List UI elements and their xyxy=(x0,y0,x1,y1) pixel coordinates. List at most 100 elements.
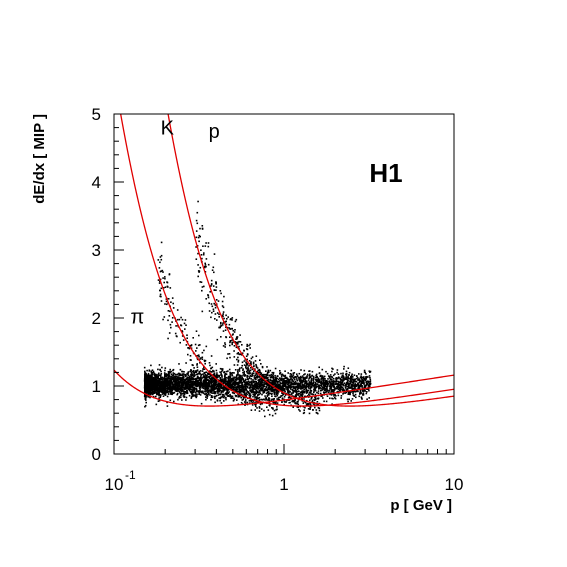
data-point xyxy=(232,392,234,394)
data-point xyxy=(166,303,168,306)
data-point xyxy=(250,378,253,380)
data-point xyxy=(223,371,225,373)
data-point xyxy=(164,369,166,372)
data-point xyxy=(167,298,170,300)
data-point xyxy=(178,380,180,382)
data-point xyxy=(320,378,322,381)
data-point xyxy=(356,383,359,385)
data-point xyxy=(240,380,242,383)
data-point xyxy=(355,390,358,393)
data-point xyxy=(199,357,202,359)
data-point xyxy=(291,400,293,403)
data-point xyxy=(205,371,208,373)
data-point xyxy=(301,395,304,398)
data-point xyxy=(220,378,222,381)
data-point xyxy=(299,382,302,384)
data-point xyxy=(273,409,276,412)
data-point xyxy=(145,399,147,401)
data-point xyxy=(240,386,243,388)
data-point xyxy=(168,370,171,373)
data-point xyxy=(236,385,239,387)
data-point xyxy=(356,375,358,377)
data-point xyxy=(284,380,287,382)
data-point xyxy=(144,376,147,378)
data-point xyxy=(164,392,167,395)
data-point xyxy=(212,310,215,312)
data-point xyxy=(246,353,249,355)
data-point xyxy=(251,391,253,393)
data-point xyxy=(320,389,322,392)
data-point xyxy=(170,379,172,382)
data-point xyxy=(284,388,286,390)
data-point xyxy=(361,385,364,387)
data-point xyxy=(248,370,251,373)
data-point xyxy=(211,366,214,369)
data-point xyxy=(176,378,178,381)
data-point xyxy=(160,389,162,392)
data-point xyxy=(182,378,185,380)
data-point xyxy=(334,373,336,375)
data-point xyxy=(153,372,156,375)
data-point xyxy=(172,374,175,377)
data-point xyxy=(156,393,158,396)
data-point xyxy=(368,389,370,392)
data-point xyxy=(197,391,200,393)
data-point xyxy=(256,396,258,398)
data-point xyxy=(233,398,236,401)
data-point xyxy=(236,352,239,355)
data-point xyxy=(289,391,291,393)
data-point xyxy=(314,382,317,385)
data-point xyxy=(165,384,167,386)
data-point xyxy=(296,382,299,385)
data-point xyxy=(176,393,178,396)
data-point xyxy=(192,375,195,377)
data-point xyxy=(227,316,229,318)
data-point xyxy=(166,391,168,394)
data-point xyxy=(166,405,169,407)
data-point xyxy=(226,318,228,320)
data-point xyxy=(196,382,199,385)
data-point xyxy=(246,393,248,396)
data-point xyxy=(165,300,168,303)
data-point xyxy=(196,381,199,383)
data-point xyxy=(175,374,177,376)
data-point xyxy=(283,379,285,382)
data-point xyxy=(181,318,184,321)
data-point xyxy=(249,385,252,387)
data-point xyxy=(335,387,337,390)
data-point xyxy=(205,398,207,401)
data-point xyxy=(208,386,210,388)
data-point xyxy=(240,401,243,404)
data-point xyxy=(218,316,220,318)
data-point xyxy=(273,391,275,393)
data-point xyxy=(363,389,365,391)
data-point xyxy=(330,382,332,385)
data-point xyxy=(238,345,240,348)
data-point xyxy=(329,374,332,376)
data-point xyxy=(318,366,320,369)
data-point xyxy=(345,383,347,386)
data-point xyxy=(247,369,249,371)
data-point xyxy=(255,387,258,389)
data-point xyxy=(213,384,215,386)
data-point xyxy=(266,372,269,375)
data-point xyxy=(202,391,204,393)
data-point xyxy=(153,378,155,380)
data-point xyxy=(252,372,255,375)
data-point xyxy=(268,399,271,402)
data-point xyxy=(287,372,289,374)
data-point xyxy=(185,381,187,384)
data-point xyxy=(318,409,321,412)
data-point xyxy=(222,386,224,389)
data-point xyxy=(227,388,229,391)
data-point xyxy=(269,384,271,387)
data-point xyxy=(195,330,198,332)
data-point xyxy=(232,383,235,385)
data-point xyxy=(212,379,215,382)
data-point xyxy=(199,394,202,396)
data-point xyxy=(144,395,146,398)
data-point xyxy=(186,387,188,389)
data-point xyxy=(184,386,187,388)
data-point xyxy=(238,390,240,393)
data-point xyxy=(293,376,296,379)
